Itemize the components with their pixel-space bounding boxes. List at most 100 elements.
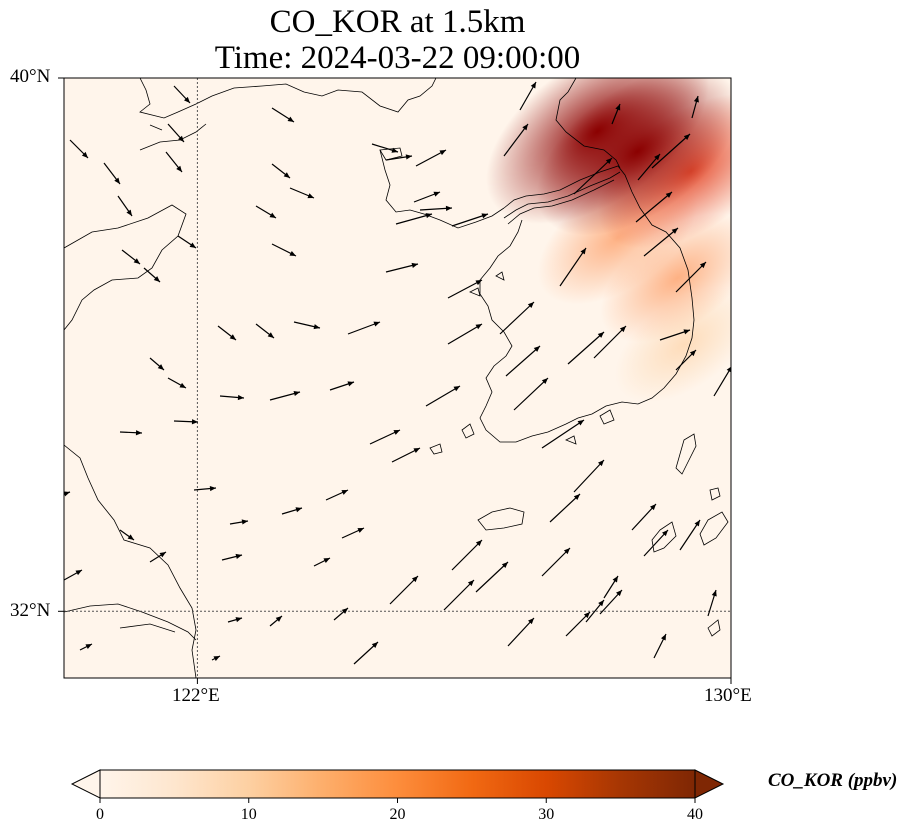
wind-arrowhead-83 — [371, 642, 378, 648]
colorbar-tick-30: 30 — [538, 806, 555, 823]
wind-vector-72 — [541, 547, 571, 577]
concentration-plume-1 — [600, 213, 731, 343]
wind-arrowhead-3 — [133, 258, 140, 264]
wind-arrowhead-13 — [287, 116, 294, 122]
wind-arrowhead-82 — [660, 634, 666, 641]
wind-arrowhead-58 — [665, 192, 672, 198]
wind-arrowhead-35 — [411, 262, 418, 268]
map-title: CO_KOR at 1.5km — [269, 4, 526, 40]
wind-vector-42 — [447, 323, 483, 345]
wind-arrowhead-47 — [533, 346, 540, 352]
wind-arrowhead-45 — [413, 448, 420, 454]
wind-arrowhead-32 — [323, 558, 330, 564]
wind-arrowhead-54 — [619, 326, 626, 333]
map-time: Time: 2024-03-22 09:00:00 — [214, 40, 581, 76]
wind-arrowhead-5 — [183, 96, 190, 103]
wind-arrowhead-53 — [597, 332, 604, 338]
wind-arrowhead-86 — [235, 617, 242, 623]
wind-vector-47 — [505, 345, 541, 377]
wind-arrowhead-39 — [445, 205, 452, 211]
lon-tick-130e: 130°E — [704, 685, 752, 706]
wind-arrowhead-10 — [179, 382, 186, 388]
colorbar-label: CO_KOR (ppbv) — [768, 770, 898, 791]
wind-vector-76 — [507, 617, 535, 647]
wind-vector-51 — [559, 247, 587, 287]
wind-arrowhead-46 — [527, 302, 534, 309]
wind-arrowhead-12 — [267, 332, 274, 338]
wind-arrowhead-16 — [289, 250, 296, 256]
concentration-plume-0 — [614, 287, 731, 403]
wind-vector-57 — [573, 459, 605, 493]
wind-arrowhead-61 — [654, 154, 660, 161]
wind-arrowhead-60 — [683, 134, 690, 140]
colorbar-gradient — [100, 770, 695, 798]
wind-arrowhead-31 — [159, 552, 166, 558]
wind-arrowhead-11 — [229, 334, 236, 340]
wind-arrowhead-14 — [283, 172, 290, 178]
wind-arrowhead-56 — [573, 494, 580, 500]
wind-arrowhead-91 — [64, 491, 70, 497]
wind-vector-52 — [573, 157, 613, 195]
wind-arrowhead-36 — [425, 213, 432, 219]
wind-arrowhead-71 — [411, 576, 418, 583]
wind-vector-60 — [651, 133, 691, 169]
colorbar-tick-20: 20 — [389, 806, 406, 823]
wind-arrowhead-33 — [391, 147, 398, 153]
wind-arrowhead-48 — [541, 378, 548, 385]
wind-vector-58 — [635, 191, 673, 223]
wind-arrowhead-0 — [81, 151, 88, 158]
wind-arrowhead-80 — [694, 520, 700, 527]
wind-arrowhead-30 — [357, 528, 364, 533]
wind-arrowhead-23 — [135, 430, 142, 436]
wind-arrowhead-68 — [475, 540, 482, 547]
axis-ticks — [58, 77, 732, 684]
concentration-plume-5 — [486, 78, 710, 224]
wind-vector-43 — [425, 385, 461, 407]
wind-arrowhead-7 — [176, 165, 182, 172]
wind-arrowhead-87 — [275, 616, 282, 622]
wind-arrowhead-37 — [433, 191, 440, 197]
wind-vector-62 — [675, 261, 707, 293]
wind-arrowhead-81 — [711, 590, 717, 597]
wind-arrowhead-42 — [475, 324, 482, 330]
colorbar-tick-0: 0 — [96, 806, 104, 823]
wind-vector-53 — [567, 331, 605, 365]
wind-vector-56 — [549, 493, 581, 523]
wind-arrowhead-21 — [347, 381, 354, 387]
wind-arrowhead-72 — [563, 548, 570, 555]
wind-arrowhead-2 — [126, 209, 132, 216]
wind-arrowhead-4 — [153, 276, 160, 282]
colorbar-extend-max — [694, 769, 725, 799]
wind-arrowhead-8 — [189, 242, 196, 248]
wind-arrowhead-70 — [467, 580, 474, 587]
wind-arrowhead-62 — [699, 262, 706, 269]
wind-arrowhead-51 — [580, 248, 586, 255]
wind-arrowhead-59 — [671, 228, 678, 234]
wind-arrowhead-55 — [577, 420, 584, 426]
wind-vector-41 — [447, 279, 483, 299]
wind-vector-59 — [643, 227, 679, 257]
gridlines — [64, 78, 731, 678]
wind-arrowhead-90 — [127, 534, 134, 540]
wind-arrowhead-73 — [583, 612, 590, 619]
wind-vector-70 — [443, 579, 475, 611]
wind-arrowhead-28 — [295, 507, 302, 513]
wind-vector-49 — [503, 123, 529, 157]
wind-arrowhead-52 — [605, 158, 612, 165]
wind-arrowhead-27 — [235, 553, 242, 559]
wind-arrowhead-17 — [307, 193, 314, 199]
wind-arrowhead-79 — [662, 530, 668, 537]
wind-arrowhead-65 — [726, 366, 731, 373]
wind-vector-48 — [513, 377, 549, 411]
wind-vector-68 — [451, 539, 483, 571]
wind-arrowhead-40 — [481, 213, 488, 219]
wind-arrowhead-6 — [178, 135, 184, 142]
wind-arrowhead-1 — [114, 177, 120, 184]
wind-arrowhead-20 — [293, 391, 300, 397]
wind-vector-36 — [395, 213, 433, 225]
lat-tick-40n: 40°N — [10, 66, 51, 87]
wind-arrowhead-74 — [598, 600, 604, 607]
wind-arrowhead-15 — [269, 212, 276, 218]
colorbar — [70, 769, 725, 803]
